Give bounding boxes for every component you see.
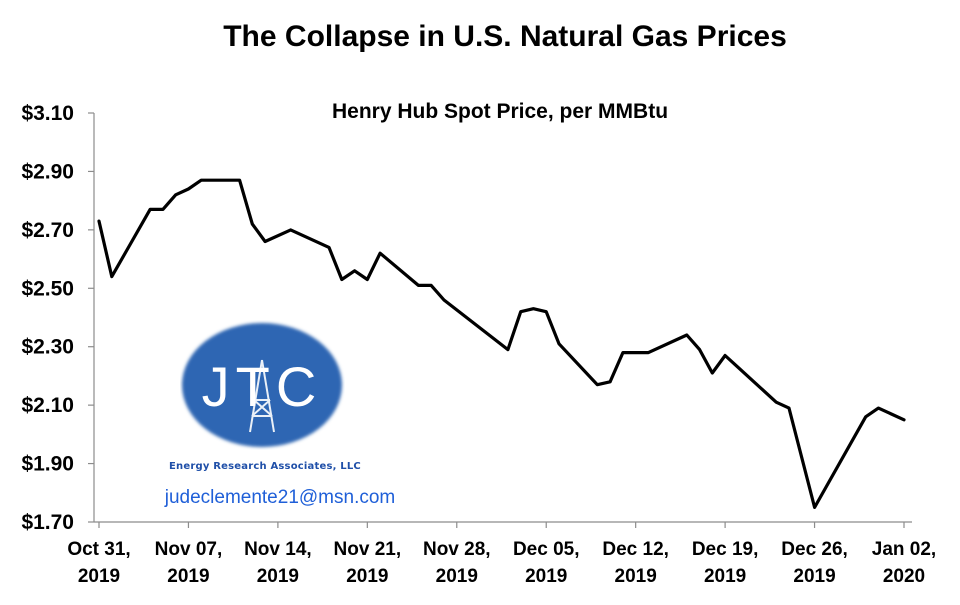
y-tick-label: $2.10 bbox=[21, 394, 74, 417]
y-tick-label: $3.10 bbox=[21, 102, 74, 125]
y-tick-label: $2.30 bbox=[21, 336, 74, 359]
x-tick-label: Dec 26, bbox=[781, 539, 848, 560]
logo-caption: Energy Research Associates, LLC bbox=[169, 461, 361, 472]
x-tick-label: Jan 02, bbox=[872, 539, 936, 560]
chart-title: The Collapse in U.S. Natural Gas Prices bbox=[223, 20, 787, 53]
logo-ellipse bbox=[182, 323, 342, 447]
x-tick-label: Dec 05, bbox=[513, 539, 580, 560]
x-tick-label-year: 2019 bbox=[525, 566, 567, 587]
x-tick-label-year: 2019 bbox=[436, 566, 478, 587]
x-tick-label: Nov 21, bbox=[334, 539, 402, 560]
chart-subtitle: Henry Hub Spot Price, per MMBtu bbox=[331, 100, 669, 123]
x-tick-label-year: 2020 bbox=[883, 566, 925, 587]
x-tick-label-year: 2019 bbox=[704, 566, 746, 587]
y-tick-label: $2.50 bbox=[21, 277, 74, 300]
y-tick-label: $2.70 bbox=[21, 219, 74, 242]
x-tick-label-year: 2019 bbox=[346, 566, 388, 587]
x-tick-label: Nov 07, bbox=[155, 539, 223, 560]
y-tick-label: $2.90 bbox=[21, 160, 74, 183]
jtc-logo: JTC bbox=[182, 323, 342, 447]
contact-email: judeclemente21@msn.com bbox=[164, 487, 396, 508]
x-tick-label-year: 2019 bbox=[257, 566, 299, 587]
logo-text: JTC bbox=[202, 355, 323, 418]
x-tick-label: Nov 28, bbox=[423, 539, 491, 560]
x-tick-label: Dec 19, bbox=[692, 539, 759, 560]
oil-derrick-icon bbox=[249, 359, 275, 433]
x-tick-label: Dec 12, bbox=[602, 539, 669, 560]
x-tick-label-year: 2019 bbox=[793, 566, 835, 587]
x-tick-label-year: 2019 bbox=[78, 566, 120, 587]
x-tick-label-year: 2019 bbox=[167, 566, 209, 587]
x-tick-label-year: 2019 bbox=[615, 566, 657, 587]
x-tick-label: Nov 14, bbox=[244, 539, 312, 560]
x-tick-label: Oct 31, bbox=[67, 539, 130, 560]
y-tick-label: $1.70 bbox=[21, 511, 74, 534]
y-tick-label: $1.90 bbox=[21, 453, 74, 476]
